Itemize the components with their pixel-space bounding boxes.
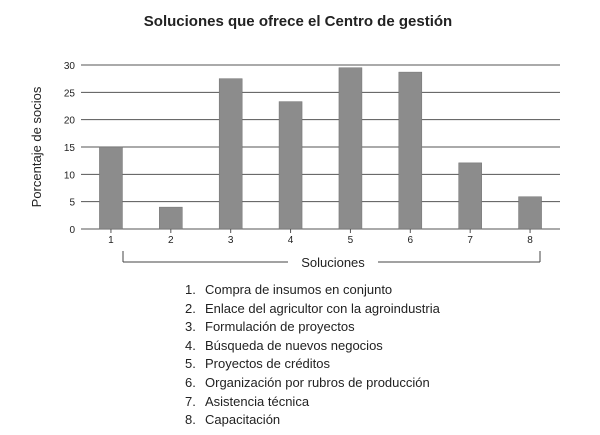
y-tick-label: 30	[64, 61, 76, 72]
legend-item-text: Formulación de proyectos	[205, 319, 355, 335]
bar-1	[99, 146, 123, 230]
x-axis-bracket	[122, 251, 541, 263]
legend-item-number: 3.	[185, 319, 196, 335]
legend-item-number: 8.	[185, 412, 196, 428]
legend-item: 2. Enlace del agricultor con la agroindus…	[185, 300, 440, 319]
bar-5	[338, 67, 363, 230]
solutions-legend: 1. Compra de insumos en conjunto 2. Enlace …	[185, 281, 440, 430]
x-tick-label: 7	[467, 235, 473, 246]
x-tick-label: 3	[228, 235, 234, 246]
legend-item-number: 4.	[185, 337, 196, 353]
x-tick-label: 8	[527, 235, 533, 246]
chart-title: Soluciones que ofrece el Centro de gesti…	[144, 13, 452, 30]
y-tick-label: 20	[64, 116, 76, 127]
bar-2	[159, 206, 183, 230]
bar-chart: Soluciones que ofrece el Centro de gesti…	[29, 13, 560, 270]
y-tick-label: 15	[64, 143, 76, 154]
y-tick-label: 0	[69, 225, 75, 236]
legend-item: 4. Búsqueda de nuevos negocios	[185, 337, 440, 356]
legend-item-number: 6.	[185, 374, 196, 390]
gridlines	[81, 64, 560, 230]
legend-item-number: 7.	[185, 393, 196, 409]
legend-item-text: Organización por rubros de producción	[205, 374, 430, 390]
y-tick-label: 5	[69, 198, 75, 209]
bar-4	[278, 101, 303, 230]
x-tick-label: 6	[408, 235, 414, 246]
y-axis-label: Porcentaje de socios	[29, 86, 44, 207]
legend-item: 5. Proyectos de créditos	[185, 355, 440, 374]
bar-3	[218, 78, 243, 230]
bar-8	[518, 196, 542, 230]
x-tick-labels: 1 2 3 4 5 6 7 8	[108, 229, 533, 246]
y-tick-labels: 0 5 10 15 20 25 30	[64, 61, 76, 236]
legend-item: 3. Formulación de proyectos	[185, 318, 440, 337]
legend-item-text: Compra de insumos en conjunto	[205, 282, 393, 297]
bar-7	[458, 162, 482, 230]
x-tick-label: 5	[348, 235, 354, 246]
x-tick-label: 2	[168, 235, 174, 246]
legend-item: 1. Compra de insumos en conjunto	[185, 281, 440, 300]
legend-item: 7. Asistencia técnica	[185, 393, 440, 412]
legend-item-text: Enlace del agricultor con la agroindustr…	[205, 300, 440, 316]
legend-item-text: Proyectos de créditos	[205, 356, 331, 372]
legend-item-number: 1.	[185, 282, 196, 297]
bar-6	[398, 71, 423, 230]
x-tick-label: 1	[108, 235, 114, 246]
legend-item-text: Búsqueda de nuevos negocios	[205, 337, 383, 353]
legend-item-text: Asistencia técnica	[205, 393, 310, 409]
x-axis-label: Soluciones	[301, 255, 365, 270]
legend-item: 8. Capacitación	[185, 411, 440, 430]
legend-item-number: 2.	[185, 300, 196, 316]
x-tick-label: 4	[288, 235, 294, 246]
y-tick-label: 25	[64, 88, 76, 99]
bars	[99, 67, 542, 230]
legend-item-text: Capacitación	[205, 412, 281, 428]
legend-item-number: 5.	[185, 356, 196, 372]
legend-item: 6. Organización por rubros de producción	[185, 374, 440, 393]
y-tick-label: 10	[64, 170, 76, 181]
